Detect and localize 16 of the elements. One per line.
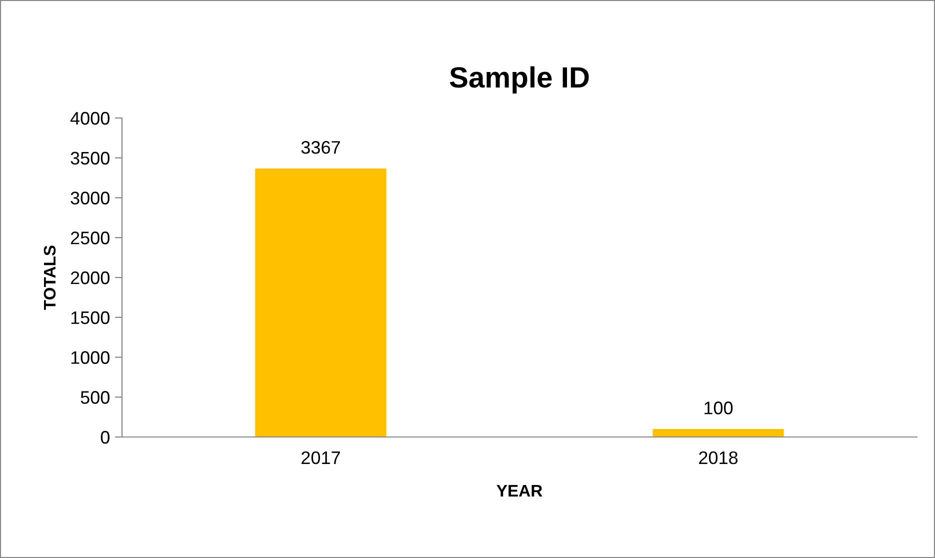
chart-title: Sample ID [450, 66, 589, 94]
y-tick-label: 0 [100, 430, 110, 444]
y-tick-label: 3500 [70, 152, 110, 165]
y-tick-label: 1500 [71, 311, 110, 324]
x-tick-label: 2017 [302, 451, 340, 464]
y-axis-title: TOTALS [44, 246, 56, 310]
y-tick-label: 2500 [70, 232, 110, 244]
y-tick-label: 4000 [70, 112, 110, 125]
y-tick-label: 3000 [70, 192, 110, 204]
data-label: 100 [704, 402, 733, 414]
y-tick-label: 500 [80, 391, 110, 404]
x-tick-label: 2018 [699, 451, 738, 464]
y-tick-label: 2000 [70, 271, 110, 284]
y-tick-label: 1000 [71, 351, 110, 364]
data-label: 3367 [301, 141, 340, 154]
x-axis-title: YEAR [496, 485, 542, 496]
